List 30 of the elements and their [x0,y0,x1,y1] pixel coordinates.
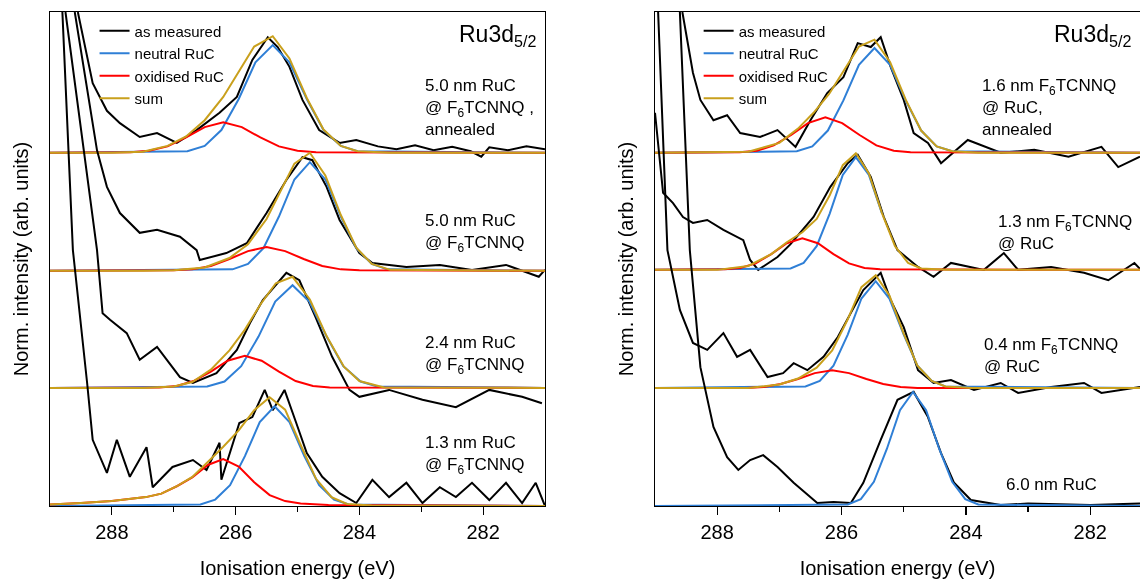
y-axis-title: Norm. intensity (arb. units) [615,141,638,377]
x-axis-title: Ionisation energy (eV) [199,556,396,579]
annotation: 0.4 nm F$_{6}$TCNNQ @ RuC [984,335,1119,377]
x-tick-label: 288 [95,521,129,544]
x-tick-label: 282 [466,521,500,544]
x-tick-label: 286 [824,521,859,544]
x-tick-label: 284 [342,521,377,544]
annotation: 2.4 nm RuC @ F$_{6}$TCNNQ [425,333,525,377]
legend-label: as measured [738,22,826,40]
x-tick-label: 288 [700,521,734,544]
legend-label: oxidised RuC [738,67,829,85]
y-axis-title: Norm. intensity (arb. units) [10,141,33,377]
annotation: 1.6 nm F$_{6}$TCNNQ @ RuC, annealed [982,76,1117,140]
x-axis-title: Ionisation energy (eV) [799,556,996,579]
annotation: 1.3 nm F$_{6}$TCNNQ @ RuC [998,212,1133,254]
legend-label: oxidised RuC [134,67,224,85]
legend-label: neutral RuC [134,45,215,63]
x-tick-label: 286 [218,521,253,544]
annotation: 6.0 nm RuC [1006,475,1097,494]
annotation: Ru3d$_{5/2}$ [459,21,537,50]
legend-label: sum [134,90,163,108]
annotation: 5.0 nm RuC @ F$_{6}$TCNNQ , annealed [425,76,534,140]
legend-label: as measured [134,22,222,40]
x-tick-label: 284 [949,521,983,544]
legend-label: neutral RuC [738,45,819,63]
annotation: 5.0 nm RuC @ F$_{6}$TCNNQ [425,211,525,255]
x-tick-label: 282 [1073,521,1107,544]
legend-label: sum [738,90,767,108]
annotation: 1.3 nm RuC @ F$_{6}$TCNNQ [425,433,525,477]
annotation: Ru3d$_{5/2}$ [1054,21,1132,50]
